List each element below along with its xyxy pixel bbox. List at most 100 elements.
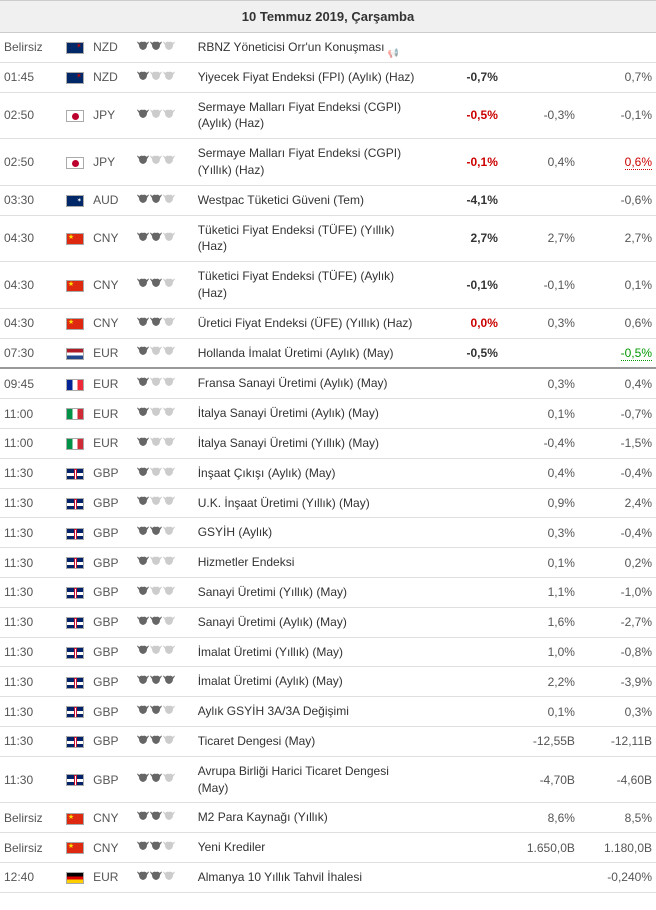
calendar-row[interactable]: 11:30GBPTicaret Dengesi (May)-12,55B-12,… bbox=[0, 726, 656, 756]
event-name[interactable]: GSYİH (Aylık) bbox=[194, 518, 425, 548]
calendar-row[interactable]: 09:45EURFransa Sanayi Üretimi (Aylık) (M… bbox=[0, 368, 656, 398]
event-name[interactable]: Sanayi Üretimi (Aylık) (May) bbox=[194, 607, 425, 637]
calendar-row[interactable]: 02:50JPYSermaye Malları Fiyat Endeksi (C… bbox=[0, 92, 656, 139]
calendar-row[interactable]: 11:30GBPSanayi Üretimi (Yıllık) (May)1,1… bbox=[0, 577, 656, 607]
event-name[interactable]: Fransa Sanayi Üretimi (Aylık) (May) bbox=[194, 368, 425, 398]
event-name[interactable]: M2 Para Kaynağı (Yıllık) bbox=[194, 803, 425, 833]
impact-bull-icon bbox=[163, 406, 175, 418]
event-name[interactable]: Yiyecek Fiyat Endeksi (FPI) (Aylık) (Haz… bbox=[194, 62, 425, 92]
currency-code: GBP bbox=[89, 458, 133, 488]
impact-bull-icon bbox=[137, 466, 149, 478]
calendar-row[interactable]: BelirsizCNYM2 Para Kaynağı (Yıllık)8,6%8… bbox=[0, 803, 656, 833]
calendar-row[interactable]: 11:30GBPAvrupa Birliği Harici Ticaret De… bbox=[0, 756, 656, 803]
currency-code: EUR bbox=[89, 428, 133, 458]
actual-value bbox=[425, 862, 502, 892]
calendar-row[interactable]: 11:00EURİtalya Sanayi Üretimi (Aylık) (M… bbox=[0, 399, 656, 429]
event-name[interactable]: İmalat Üretimi (Yıllık) (May) bbox=[194, 637, 425, 667]
impact-bull-icon bbox=[163, 193, 175, 205]
event-name[interactable]: Avrupa Birliği Harici Ticaret Dengesi (M… bbox=[194, 756, 425, 803]
economic-calendar-table: 10 Temmuz 2019, Çarşamba BelirsizNZDRBNZ… bbox=[0, 0, 656, 893]
calendar-row[interactable]: 04:30CNYTüketici Fiyat Endeksi (TÜFE) (A… bbox=[0, 262, 656, 309]
impact-bull-icon bbox=[150, 376, 162, 388]
impact-bull-icon bbox=[150, 870, 162, 882]
previous-value: -0,5% bbox=[579, 338, 656, 368]
previous-value: -4,60B bbox=[579, 756, 656, 803]
impact-indicator bbox=[133, 399, 194, 429]
event-time: 11:30 bbox=[0, 577, 61, 607]
event-name[interactable]: Westpac Tüketici Güveni (Tem) bbox=[194, 185, 425, 215]
calendar-row[interactable]: 11:30GBPAylık GSYİH 3A/3A Değişimi0,1%0,… bbox=[0, 697, 656, 727]
previous-value: 8,5% bbox=[579, 803, 656, 833]
previous-value: 0,2% bbox=[579, 548, 656, 578]
impact-bull-icon bbox=[150, 495, 162, 507]
event-name[interactable]: U.K. İnşaat Üretimi (Yıllık) (May) bbox=[194, 488, 425, 518]
currency-code: EUR bbox=[89, 399, 133, 429]
currency-flag bbox=[61, 548, 90, 578]
flag-icon bbox=[66, 647, 84, 659]
impact-indicator bbox=[133, 215, 194, 262]
event-name[interactable]: RBNZ Yöneticisi Orr'un Konuşması bbox=[194, 33, 425, 63]
calendar-row[interactable]: 11:30GBPİmalat Üretimi (Yıllık) (May)1,0… bbox=[0, 637, 656, 667]
event-name[interactable]: Almanya 10 Yıllık Tahvil İhalesi bbox=[194, 862, 425, 892]
calendar-row[interactable]: 11:30GBPHizmetler Endeksi0,1%0,2% bbox=[0, 548, 656, 578]
currency-code: GBP bbox=[89, 726, 133, 756]
event-name[interactable]: Hollanda İmalat Üretimi (Aylık) (May) bbox=[194, 338, 425, 368]
currency-flag bbox=[61, 833, 90, 863]
flag-icon bbox=[66, 379, 84, 391]
calendar-row[interactable]: 11:30GBPİnşaat Çıkışı (Aylık) (May)0,4%-… bbox=[0, 458, 656, 488]
calendar-row[interactable]: BelirsizNZDRBNZ Yöneticisi Orr'un Konuşm… bbox=[0, 33, 656, 63]
actual-value bbox=[425, 833, 502, 863]
event-name[interactable]: İtalya Sanayi Üretimi (Yıllık) (May) bbox=[194, 428, 425, 458]
currency-flag bbox=[61, 697, 90, 727]
event-name[interactable]: İtalya Sanayi Üretimi (Aylık) (May) bbox=[194, 399, 425, 429]
forecast-value: -4,70B bbox=[502, 756, 579, 803]
event-name[interactable]: Tüketici Fiyat Endeksi (TÜFE) (Yıllık) (… bbox=[194, 215, 425, 262]
event-name[interactable]: Hizmetler Endeksi bbox=[194, 548, 425, 578]
event-time: Belirsiz bbox=[0, 833, 61, 863]
impact-bull-icon bbox=[150, 466, 162, 478]
currency-flag bbox=[61, 458, 90, 488]
impact-indicator bbox=[133, 607, 194, 637]
currency-code: GBP bbox=[89, 637, 133, 667]
calendar-row[interactable]: 04:30CNYTüketici Fiyat Endeksi (TÜFE) (Y… bbox=[0, 215, 656, 262]
calendar-row[interactable]: 11:00EURİtalya Sanayi Üretimi (Yıllık) (… bbox=[0, 428, 656, 458]
actual-value bbox=[425, 756, 502, 803]
calendar-row[interactable]: 11:30GBPGSYİH (Aylık)0,3%-0,4% bbox=[0, 518, 656, 548]
event-name[interactable]: Aylık GSYİH 3A/3A Değişimi bbox=[194, 697, 425, 727]
event-name[interactable]: Tüketici Fiyat Endeksi (TÜFE) (Aylık) (H… bbox=[194, 262, 425, 309]
calendar-row[interactable]: 11:30GBPİmalat Üretimi (Aylık) (May)2,2%… bbox=[0, 667, 656, 697]
event-name[interactable]: İnşaat Çıkışı (Aylık) (May) bbox=[194, 458, 425, 488]
calendar-row[interactable]: 11:30GBPU.K. İnşaat Üretimi (Yıllık) (Ma… bbox=[0, 488, 656, 518]
calendar-row[interactable]: 03:30AUDWestpac Tüketici Güveni (Tem)-4,… bbox=[0, 185, 656, 215]
calendar-row[interactable]: 02:50JPYSermaye Malları Fiyat Endeksi (C… bbox=[0, 139, 656, 186]
currency-flag bbox=[61, 667, 90, 697]
event-name[interactable]: Ticaret Dengesi (May) bbox=[194, 726, 425, 756]
event-name[interactable]: Sermaye Malları Fiyat Endeksi (CGPI) (Yı… bbox=[194, 139, 425, 186]
calendar-row[interactable]: 07:30EURHollanda İmalat Üretimi (Aylık) … bbox=[0, 338, 656, 368]
event-name[interactable]: İmalat Üretimi (Aylık) (May) bbox=[194, 667, 425, 697]
impact-bull-icon bbox=[150, 40, 162, 52]
event-name[interactable]: Yeni Krediler bbox=[194, 833, 425, 863]
event-time: 04:30 bbox=[0, 308, 61, 338]
previous-value: -0,4% bbox=[579, 518, 656, 548]
impact-bull-icon bbox=[137, 734, 149, 746]
impact-bull-icon bbox=[163, 277, 175, 289]
calendar-row[interactable]: 11:30GBPSanayi Üretimi (Aylık) (May)1,6%… bbox=[0, 607, 656, 637]
actual-value bbox=[425, 428, 502, 458]
calendar-row[interactable]: 01:45NZDYiyecek Fiyat Endeksi (FPI) (Ayl… bbox=[0, 62, 656, 92]
previous-value: -0,8% bbox=[579, 637, 656, 667]
impact-bull-icon bbox=[163, 615, 175, 627]
currency-code: GBP bbox=[89, 667, 133, 697]
calendar-row[interactable]: BelirsizCNYYeni Krediler1.650,0B1.180,0B bbox=[0, 833, 656, 863]
currency-code: NZD bbox=[89, 62, 133, 92]
impact-indicator bbox=[133, 518, 194, 548]
actual-value bbox=[425, 458, 502, 488]
event-time: 11:30 bbox=[0, 548, 61, 578]
event-name[interactable]: Üretici Fiyat Endeksi (ÜFE) (Yıllık) (Ha… bbox=[194, 308, 425, 338]
forecast-value: -0,1% bbox=[502, 262, 579, 309]
calendar-row[interactable]: 12:40EURAlmanya 10 Yıllık Tahvil İhalesi… bbox=[0, 862, 656, 892]
impact-bull-icon bbox=[137, 810, 149, 822]
event-name[interactable]: Sermaye Malları Fiyat Endeksi (CGPI) (Ay… bbox=[194, 92, 425, 139]
event-name[interactable]: Sanayi Üretimi (Yıllık) (May) bbox=[194, 577, 425, 607]
calendar-row[interactable]: 04:30CNYÜretici Fiyat Endeksi (ÜFE) (Yıl… bbox=[0, 308, 656, 338]
